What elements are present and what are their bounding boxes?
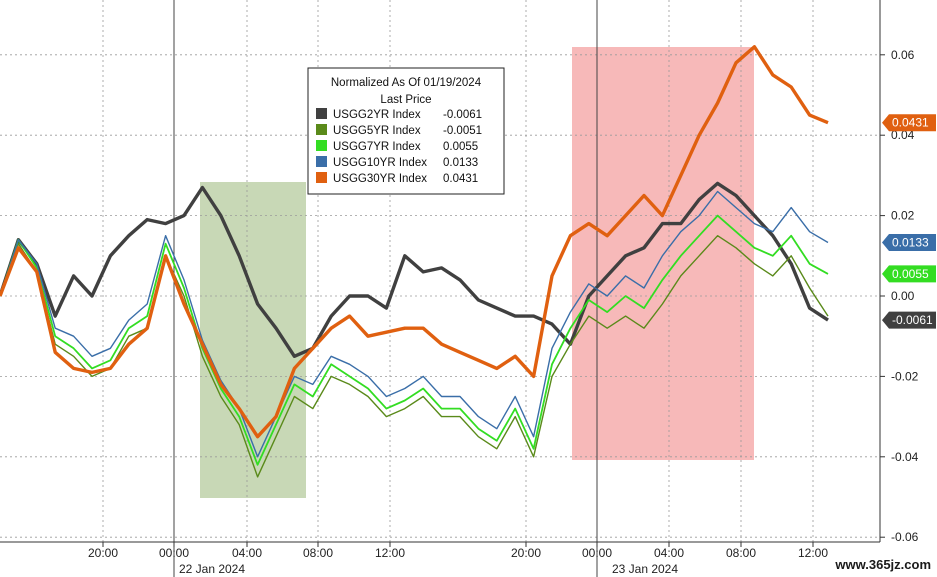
- legend-entries: USGG2YR Index -0.0061 USGG5YR Index -0.0051…: [316, 108, 482, 185]
- x-tick-label: 04:00: [232, 546, 262, 560]
- x-tick-label: 04:00: [654, 546, 684, 560]
- legend-series-value: -0.0061: [443, 109, 482, 121]
- x-axis-ticks: 20:00 00:00 04:00 08:00 12:00 20:00 00:00 04:00…: [88, 542, 828, 560]
- legend-subtitle: Last Price: [380, 94, 431, 106]
- x-tick-label: 20:00: [511, 546, 541, 560]
- x-tick-label: 00:00: [159, 546, 189, 560]
- x-tick-label: 20:00: [88, 546, 118, 560]
- last-value-badges: -0.0061 0.0055 0.0133 0.0431: [882, 114, 936, 329]
- legend: Normalized As Of 01/19/2024 Last Price U…: [307, 67, 505, 195]
- highlight-regions: [200, 47, 754, 498]
- x-axis-date-labels: 22 Jan 2024 23 Jan 2024: [179, 562, 678, 576]
- series-line-usgg30yr-index: [0, 45, 829, 439]
- legend-series-value: 0.0431: [443, 173, 478, 185]
- last-value-badge: [882, 234, 936, 252]
- legend-series-name: USGG5YR Index: [333, 125, 421, 137]
- y-tick-label: -0.02: [891, 369, 919, 383]
- y-tick-label: 0.06: [891, 48, 915, 62]
- y-tick-label: -0.04: [891, 450, 919, 464]
- legend-box: [307, 67, 505, 195]
- last-value-badge-label: -0.0061: [892, 313, 933, 327]
- axes: [0, 0, 881, 543]
- x-tick-label: 00:00: [582, 546, 612, 560]
- legend-swatch: [316, 108, 327, 119]
- legend-title: Normalized As Of 01/19/2024: [331, 77, 482, 89]
- legend-series-name: USGG7YR Index: [333, 141, 421, 153]
- y-axis-ticks: 0.06 0.04 0.02 0.00 -0.02 -0.04 -0.06: [880, 48, 919, 544]
- series-line-usgg5yr-index: [0, 234, 829, 478]
- x-tick-label: 12:00: [798, 546, 828, 560]
- series-layer: [0, 45, 829, 478]
- legend-swatch: [316, 172, 327, 183]
- last-value-badge: [882, 311, 936, 329]
- legend-swatch: [316, 156, 327, 167]
- legend-series-value: 0.0055: [443, 141, 478, 153]
- last-value-badge: [882, 114, 936, 132]
- series-line-usgg7yr-index: [0, 214, 829, 466]
- legend-swatch: [316, 124, 327, 135]
- x-tick-label: 12:00: [375, 546, 405, 560]
- legend-swatch: [316, 140, 327, 151]
- highlight-region-2: [572, 47, 754, 460]
- x-tick-label: 08:00: [726, 546, 756, 560]
- x-date-label: 23 Jan 2024: [612, 562, 678, 576]
- y-tick-label: 0.02: [891, 209, 915, 223]
- last-value-badge-label: 0.0055: [892, 267, 929, 281]
- legend-series-value: 0.0133: [443, 157, 478, 169]
- y-tick-label: -0.06: [891, 530, 919, 544]
- legend-series-name: USGG10YR Index: [333, 157, 427, 169]
- legend-series-name: USGG30YR Index: [333, 173, 427, 185]
- legend-series-value: -0.0051: [443, 125, 482, 137]
- series-line-usgg2yr-index: [0, 181, 829, 358]
- y-tick-label: 0.00: [891, 289, 915, 303]
- last-value-badge-label: 0.0431: [892, 116, 929, 130]
- y-tick-label: 0.04: [891, 128, 915, 142]
- last-value-badge-label: 0.0133: [892, 236, 929, 250]
- watermark: www.365jz.com: [834, 557, 931, 572]
- x-tick-label: 08:00: [303, 546, 333, 560]
- series-line-usgg10yr-index: [0, 190, 829, 458]
- legend-series-name: USGG2YR Index: [333, 109, 421, 121]
- last-value-badge: [882, 265, 936, 283]
- x-date-label: 22 Jan 2024: [179, 562, 245, 576]
